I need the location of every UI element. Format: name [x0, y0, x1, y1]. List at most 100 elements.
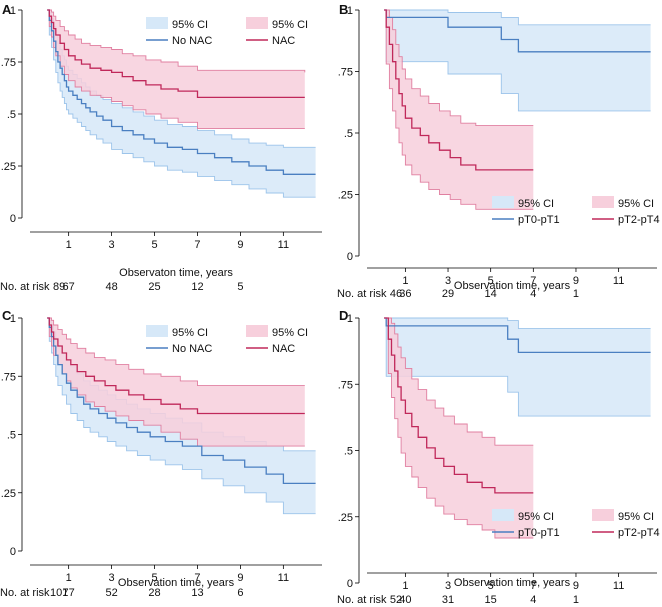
- legend-label-blue-ci: 95% CI: [172, 327, 208, 339]
- risk-count: 25: [148, 281, 160, 293]
- ci-band-pt2-pt4: [384, 10, 534, 210]
- legend: 95% CI 95% CI No NAC NAC: [146, 17, 308, 47]
- survival-line-pt2-pt4: [384, 317, 534, 494]
- survival-lines: [47, 317, 316, 485]
- y-tick-label: 0: [347, 578, 353, 590]
- ci-band-nac: [47, 10, 305, 129]
- ci-band-no-nac: [47, 10, 316, 198]
- legend-label-red-series: NAC: [272, 343, 295, 355]
- y-tick-label: 1: [10, 5, 16, 17]
- risk-count: 36: [399, 288, 411, 300]
- ci-lower-edge-no-nac: [47, 9, 316, 198]
- panel-letter-d: D: [339, 308, 348, 323]
- x-tick-label: 3: [445, 580, 451, 592]
- legend-swatch-red-ci: [246, 17, 268, 29]
- x-tick-label: 3: [109, 239, 115, 251]
- survival-line-pt2-pt4: [384, 9, 534, 171]
- ci-upper-edge-pt0-pt1: [384, 9, 651, 26]
- y-tick-label: 0: [10, 213, 16, 225]
- risk-count: 46: [390, 288, 402, 300]
- y-tick-label: .25: [1, 488, 16, 500]
- x-axis-label: Observation time, years: [454, 577, 571, 589]
- legend-label-blue-series: pT0-pT1: [518, 214, 560, 226]
- y-tick-label: .75: [1, 57, 16, 69]
- y-tick-label: .25: [338, 512, 353, 524]
- ci-upper-edge-pt2-pt4: [384, 317, 534, 446]
- legend-swatch-red-ci: [592, 509, 614, 521]
- x-tick-label: 1: [66, 572, 72, 584]
- x-tick-label: 9: [237, 239, 243, 251]
- y-tick-label: .5: [344, 128, 353, 140]
- y-tick-label: .5: [7, 430, 16, 442]
- risk-count: 29: [442, 288, 454, 300]
- y-tick-label: .5: [344, 446, 353, 458]
- legend-label-blue-series: No NAC: [172, 343, 212, 355]
- ci-band-pt0-pt1: [384, 10, 651, 111]
- ci-lower-edge-no-nac: [47, 317, 316, 515]
- risk-count: 67: [63, 281, 75, 293]
- survival-lines: [384, 9, 651, 171]
- risk-count: 52: [390, 594, 402, 606]
- risk-table-label: No. at risk: [337, 594, 387, 606]
- y-tick-label: 0: [10, 546, 16, 558]
- legend-label-blue-series: pT0-pT1: [518, 527, 560, 539]
- ci-lower-edge-pt2-pt4: [384, 317, 534, 539]
- x-tick-label: 11: [278, 239, 289, 251]
- legend-label-blue-ci: 95% CI: [518, 511, 554, 523]
- ci-lower-edge-pt2-pt4: [384, 9, 534, 210]
- x-tick-label: 7: [194, 239, 200, 251]
- legend-swatch-blue-ci: [146, 325, 168, 337]
- risk-count: 31: [442, 594, 454, 606]
- y-tick-label: 1: [347, 5, 353, 17]
- x-tick-label: 11: [613, 275, 624, 287]
- x-tick-label: 1: [402, 275, 408, 287]
- y-tick-label: .25: [338, 190, 353, 202]
- x-axis-label: Observation time, years: [454, 280, 571, 292]
- survival-line-pt0-pt1: [384, 317, 651, 354]
- risk-table-label: No. at risk: [337, 288, 387, 300]
- legend-swatch-red-ci: [246, 325, 268, 337]
- x-tick-label: 1: [402, 580, 408, 592]
- legend-label-red-series: pT2-pT4: [618, 214, 660, 226]
- x-tick-label: 9: [237, 572, 243, 584]
- x-tick-label: 5: [488, 580, 494, 592]
- risk-count: 6: [237, 587, 243, 599]
- y-tick-label: .75: [338, 67, 353, 79]
- x-tick-label: 5: [488, 275, 494, 287]
- ci-band-pt2-pt4: [384, 318, 534, 538]
- ci-band-no-nac: [47, 318, 316, 514]
- panel-letter-a: A: [2, 2, 12, 17]
- ci-upper-edge-nac: [47, 9, 306, 73]
- legend-swatch-blue-ci: [146, 17, 168, 29]
- x-tick-label: 3: [445, 275, 451, 287]
- panel-letter-b: B: [339, 2, 348, 17]
- x-tick-label: 7: [530, 275, 536, 287]
- risk-count: 13: [191, 587, 203, 599]
- survival-line-nac: [47, 317, 305, 415]
- legend-label-blue-ci: 95% CI: [172, 19, 208, 31]
- legend-swatch-red-ci: [592, 196, 614, 208]
- x-tick-label: 5: [151, 572, 157, 584]
- legend: 95% CI 95% CI No NAC NAC: [146, 325, 308, 355]
- ci-upper-edge-nac: [47, 317, 305, 387]
- y-tick-label: .75: [338, 379, 353, 391]
- x-tick-label: 11: [278, 572, 289, 584]
- ci-bands: [384, 317, 651, 539]
- legend-label-red-ci: 95% CI: [618, 511, 654, 523]
- survival-lines: [384, 317, 651, 494]
- y-tick-label: 1: [347, 313, 353, 325]
- risk-count: 1: [573, 594, 579, 606]
- legend: 95% CI 95% CI pT0-pT1 pT2-pT4: [492, 196, 660, 226]
- y-tick-label: .75: [1, 371, 16, 383]
- legend-label-red-ci: 95% CI: [618, 198, 654, 210]
- survival-line-no-nac: [47, 9, 316, 175]
- ci-band-pt0-pt1: [384, 318, 651, 417]
